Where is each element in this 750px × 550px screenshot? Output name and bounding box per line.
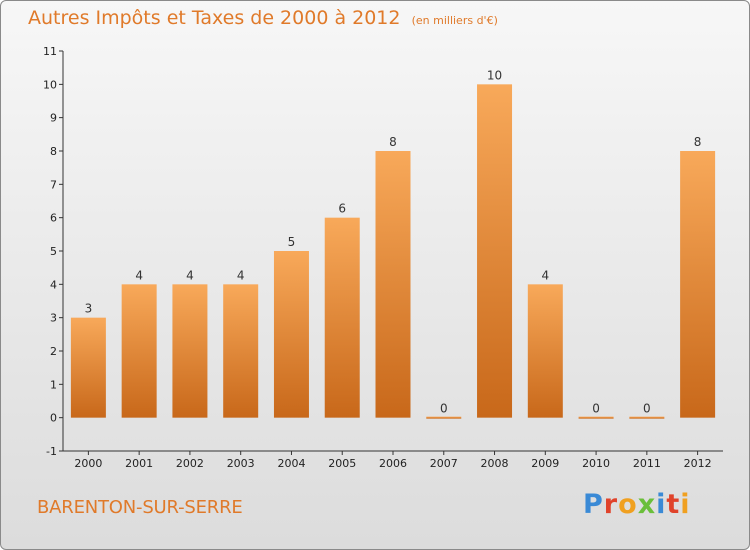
bar-2009 <box>527 284 563 418</box>
y-tick-label: 9 <box>50 112 57 125</box>
data-label: 0 <box>643 402 651 416</box>
y-tick-label: 6 <box>50 212 57 225</box>
y-tick-label: 11 <box>43 45 57 58</box>
logo-letter: P <box>583 489 604 520</box>
x-tick-label: 2001 <box>125 457 153 470</box>
logo-letter: x <box>637 489 657 520</box>
x-tick-label: 2000 <box>74 457 102 470</box>
chart-subtitle: (en milliers d'€) <box>411 14 498 27</box>
logo-letter: i <box>656 489 667 520</box>
x-tick-label: 2012 <box>684 457 712 470</box>
logo-letter: o <box>618 489 638 520</box>
y-tick-label: 2 <box>50 345 57 358</box>
data-label: 0 <box>592 402 600 416</box>
y-tick-label: 0 <box>50 412 57 425</box>
chart-title-row: Autres Impôts et Taxes de 2000 à 2012 (e… <box>28 7 498 29</box>
data-label: 5 <box>288 235 296 249</box>
chart-title: Autres Impôts et Taxes de 2000 à 2012 <box>28 7 401 29</box>
y-tick-label: 3 <box>50 312 57 325</box>
data-label: 4 <box>541 268 549 282</box>
bar-2010 <box>578 416 614 419</box>
proxiti-logo[interactable]: Proxiti <box>583 489 691 520</box>
y-tick-label: 8 <box>50 145 57 158</box>
bar-2006 <box>375 151 411 418</box>
data-label: 0 <box>440 402 448 416</box>
bar-2012 <box>680 151 716 418</box>
x-tick-label: 2004 <box>277 457 305 470</box>
data-label: 8 <box>694 135 702 149</box>
data-label: 4 <box>135 268 143 282</box>
data-label: 4 <box>237 268 245 282</box>
data-label: 8 <box>389 135 397 149</box>
data-label: 4 <box>186 268 194 282</box>
x-tick-label: 2008 <box>481 457 509 470</box>
logo-letter: t <box>666 489 681 520</box>
x-tick-label: 2009 <box>531 457 559 470</box>
data-label: 6 <box>338 202 346 216</box>
x-tick-label: 2005 <box>328 457 356 470</box>
bar-2008 <box>477 84 513 418</box>
logo-letter: i <box>680 489 691 520</box>
bar-2007 <box>426 416 462 419</box>
y-tick-label: 4 <box>50 278 57 291</box>
bar-2004 <box>273 251 309 418</box>
x-tick-label: 2006 <box>379 457 407 470</box>
bar-2011 <box>629 416 665 419</box>
bar-2002 <box>172 284 208 418</box>
y-tick-label: 1 <box>50 378 57 391</box>
logo-letter: r <box>603 489 619 520</box>
y-tick-label: -1 <box>46 445 57 458</box>
x-tick-label: 2007 <box>430 457 458 470</box>
x-tick-label: 2002 <box>176 457 204 470</box>
y-tick-label: 5 <box>50 245 57 258</box>
x-tick-label: 2003 <box>227 457 255 470</box>
commune-name: BARENTON-SUR-SERRE <box>37 497 243 518</box>
bar-2000 <box>70 317 106 418</box>
data-label: 3 <box>85 302 93 316</box>
x-tick-label: 2010 <box>582 457 610 470</box>
y-tick-label: 7 <box>50 178 57 191</box>
data-label: 10 <box>487 68 502 82</box>
y-tick-label: 10 <box>43 78 57 91</box>
bar-2005 <box>324 217 360 418</box>
x-tick-label: 2011 <box>633 457 661 470</box>
bar-2003 <box>223 284 259 418</box>
bar-2001 <box>121 284 157 418</box>
